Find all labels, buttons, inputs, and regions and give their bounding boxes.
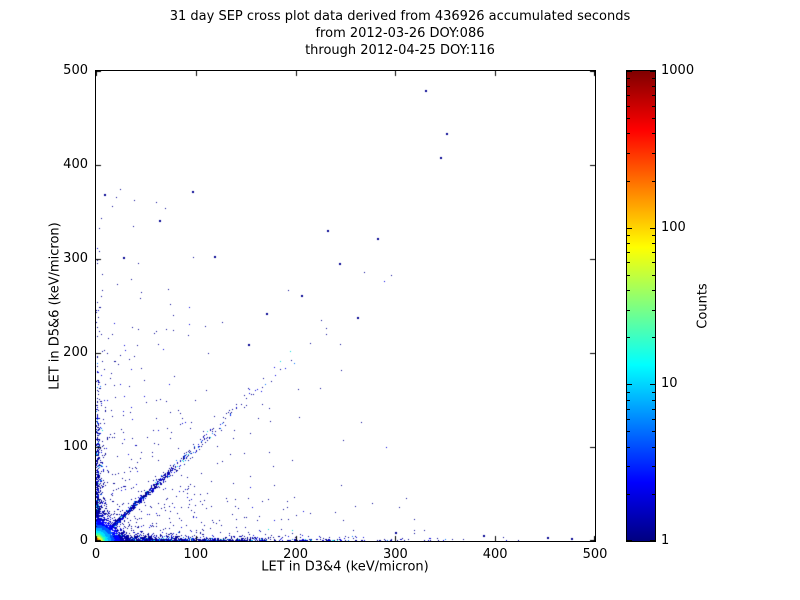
colorbar-tick-mark (650, 384, 655, 385)
colorbar-tick-mark (652, 400, 655, 401)
colorbar-tick-mark (627, 86, 630, 87)
colorbar-tick-mark (652, 392, 655, 393)
colorbar-tick-mark (627, 252, 630, 253)
y-tick-label: 500 (63, 63, 88, 78)
colorbar-tick-mark (627, 106, 630, 107)
colorbar-label: Counts (695, 283, 711, 329)
chart-title-line-2: from 2012-03-26 DOY:086 (315, 26, 485, 41)
colorbar-tick-mark (627, 392, 630, 393)
y-axis-label: LET in D5&6 (keV/micron) (47, 222, 63, 390)
colorbar-tick-mark (652, 118, 655, 119)
colorbar-tick-mark (627, 466, 630, 467)
x-tick-label: 0 (91, 547, 101, 562)
colorbar-tick-mark (652, 290, 655, 291)
colorbar-tick-label: 10 (661, 376, 678, 392)
y-tick-label: 100 (63, 439, 88, 454)
x-tick-label: 200 (283, 547, 308, 562)
scatter-canvas (95, 70, 596, 542)
colorbar-tick-label: 1 (661, 533, 670, 548)
colorbar-tick-mark (627, 310, 630, 311)
colorbar (626, 70, 656, 542)
colorbar-tick-mark (650, 71, 655, 72)
colorbar-tick-mark (627, 235, 630, 236)
colorbar-tick-mark (627, 243, 630, 244)
colorbar-tick-mark (627, 228, 632, 229)
colorbar-tick-mark (652, 78, 655, 79)
chart-title-line-3: through 2012-04-25 DOY:116 (305, 43, 495, 58)
colorbar-tick-mark (627, 400, 630, 401)
colorbar-tick-mark (652, 447, 655, 448)
colorbar-tick-mark (627, 181, 630, 182)
colorbar-tick-mark (652, 494, 655, 495)
colorbar-tick-mark (652, 409, 655, 410)
colorbar-tick-mark (627, 540, 632, 541)
colorbar-tick-mark (627, 262, 630, 263)
colorbar-tick-mark (652, 86, 655, 87)
colorbar-tick-label: 100 (661, 219, 686, 235)
colorbar-tick-mark (652, 106, 655, 107)
colorbar-tick-mark (627, 275, 630, 276)
colorbar-tick-mark (652, 235, 655, 236)
colorbar-tick-label: 1000 (661, 63, 695, 78)
colorbar-tick-mark (650, 228, 655, 229)
colorbar-tick-mark (627, 153, 630, 154)
x-tick-label: 100 (183, 547, 209, 562)
colorbar-tick-mark (652, 275, 655, 276)
colorbar-tick-mark (627, 78, 630, 79)
colorbar-tick-mark (650, 540, 655, 541)
y-tick-label: 400 (63, 157, 88, 172)
colorbar-tick-mark (627, 337, 630, 338)
colorbar-gradient (627, 71, 655, 541)
colorbar-tick-mark (652, 466, 655, 467)
y-tick-label: 200 (63, 345, 88, 360)
y-tick-label: 0 (79, 533, 88, 548)
colorbar-tick-mark (652, 133, 655, 134)
colorbar-tick-mark (652, 252, 655, 253)
x-tick-label: 500 (582, 547, 608, 562)
colorbar-tick-mark (627, 409, 630, 410)
colorbar-tick-mark (652, 337, 655, 338)
x-tick-label: 400 (482, 547, 508, 562)
colorbar-tick-mark (627, 290, 630, 291)
colorbar-tick-mark (627, 447, 630, 448)
chart-title-line-1: 31 day SEP cross plot data derived from … (169, 9, 631, 24)
colorbar-tick-mark (652, 419, 655, 420)
x-tick-label: 300 (382, 547, 408, 562)
colorbar-tick-mark (627, 71, 632, 72)
colorbar-tick-mark (627, 118, 630, 119)
x-axis-label: LET in D3&4 (keV/micron) (261, 559, 429, 575)
colorbar-tick-mark (652, 262, 655, 263)
colorbar-tick-mark (627, 494, 630, 495)
colorbar-tick-mark (652, 153, 655, 154)
colorbar-tick-mark (652, 95, 655, 96)
colorbar-tick-mark (627, 431, 630, 432)
colorbar-tick-mark (652, 181, 655, 182)
colorbar-tick-mark (652, 243, 655, 244)
y-tick-label: 300 (63, 251, 88, 266)
colorbar-tick-mark (652, 310, 655, 311)
colorbar-tick-mark (627, 419, 630, 420)
colorbar-tick-mark (627, 384, 632, 385)
colorbar-tick-mark (627, 133, 630, 134)
colorbar-tick-mark (652, 431, 655, 432)
colorbar-tick-mark (627, 95, 630, 96)
